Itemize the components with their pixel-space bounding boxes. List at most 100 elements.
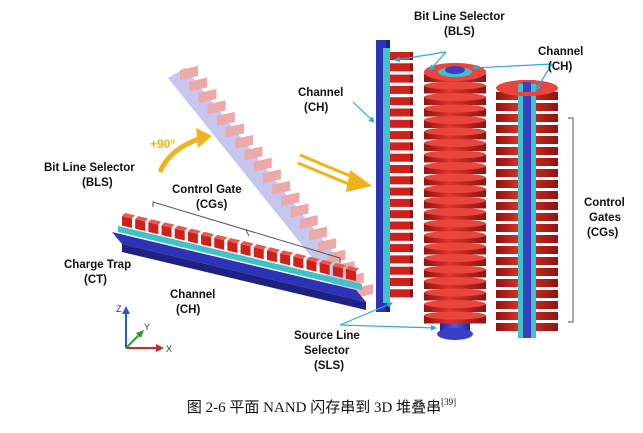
- flat-gate-top: [240, 241, 254, 247]
- vertical-gate-side: [410, 187, 413, 196]
- cylinder-ring-top: [424, 185, 486, 193]
- axis-y-label: Y: [144, 322, 150, 332]
- flat-gate-top: [135, 216, 149, 222]
- figure-caption-ref: [39]: [441, 397, 457, 407]
- cylinder-ring-top: [424, 196, 486, 205]
- cg-bracket-right: [568, 117, 574, 323]
- ghost-gate: [198, 88, 217, 103]
- control-gates-right-label-1: Control: [584, 197, 625, 209]
- flat-gate-top: [122, 213, 135, 219]
- vertical-gate: [388, 119, 412, 128]
- cylinder-bottom-channel: [437, 328, 473, 340]
- cut-cap-channel: [523, 82, 531, 92]
- ghost-gate: [281, 192, 300, 207]
- channel-mid-label-1: Channel: [298, 87, 343, 99]
- planar-nand-string: [112, 213, 366, 310]
- vertical-gate-side: [410, 221, 413, 230]
- cylinder-ring-top: [424, 265, 486, 274]
- cylinder-cap-channel: [445, 66, 465, 74]
- vertical-gate: [388, 165, 412, 173]
- cylinder-ring-top: [424, 127, 486, 136]
- cylinder-ring-top: [424, 104, 486, 113]
- vertical-gate: [388, 289, 412, 298]
- cylinder-ring-top: [424, 162, 486, 170]
- cylinder-ring-top: [424, 242, 486, 251]
- vertical-gate-side: [410, 85, 413, 94]
- control-gate-label-2: (CGs): [196, 199, 227, 211]
- vertical-gate: [388, 278, 412, 286]
- vertical-gate-side: [410, 244, 413, 253]
- vertical-gate-side: [410, 278, 413, 286]
- axis-x-label: X: [166, 344, 172, 354]
- flat-gate: [319, 262, 330, 275]
- flat-gate-top: [253, 244, 267, 250]
- vertical-gate-side: [410, 176, 413, 185]
- vertical-gate-side: [410, 131, 413, 140]
- flat-gate: [148, 222, 159, 235]
- flat-gate-top: [148, 219, 162, 225]
- flat-gate-top: [319, 259, 333, 266]
- control-gates-right-label-3: (CGs): [587, 227, 618, 239]
- flat-gate: [214, 237, 225, 250]
- channel-bottom-label-1: Channel: [170, 289, 215, 301]
- vertical-gate: [388, 85, 412, 94]
- channel-right-label-2: (CH): [548, 61, 572, 73]
- vertical-gate-side: [410, 289, 413, 298]
- flat-gate: [135, 219, 146, 232]
- vertical-gate-side: [410, 255, 413, 264]
- cylindrical-string: [424, 63, 486, 340]
- vertical-gate: [388, 176, 412, 185]
- ghost-gate: [272, 180, 291, 195]
- vertical-gate: [388, 63, 412, 72]
- flat-gate: [187, 231, 198, 244]
- flat-gate-top: [293, 253, 307, 259]
- ghost-gate: [290, 203, 309, 218]
- ghost-gate: [308, 226, 327, 241]
- vertical-gate: [388, 187, 412, 196]
- sls-label-2: Selector: [304, 345, 350, 357]
- ghost-gate: [253, 157, 272, 172]
- vertical-gate-side: [410, 266, 413, 275]
- cylinder-ring-top: [424, 173, 486, 182]
- flat-gate-top: [227, 237, 241, 244]
- vertical-gate-side: [410, 52, 413, 60]
- ghost-gate: [318, 238, 337, 253]
- ghost-gate: [235, 134, 254, 149]
- cylinder-ring-top: [424, 219, 486, 228]
- ghost-gate: [207, 100, 226, 115]
- bls-right-label-1: Bit Line Selector: [414, 11, 505, 23]
- ghost-gate: [299, 215, 318, 230]
- flat-gate: [201, 234, 212, 247]
- ghost-gate: [226, 123, 245, 138]
- transform-arrow: [297, 153, 372, 192]
- vertical-gate-side: [410, 165, 413, 173]
- sls-label-1: Source Line: [294, 330, 360, 342]
- cylinder-ring-top: [424, 277, 486, 285]
- vertical-gate-side: [410, 142, 413, 151]
- vertical-gate: [388, 255, 412, 264]
- flat-gate-top: [201, 231, 215, 238]
- vertical-gate-side: [410, 97, 413, 106]
- ghost-gate: [262, 169, 281, 184]
- ghost-gate: [216, 111, 235, 126]
- cut-cylinder-string: [496, 80, 558, 338]
- control-gate-label-1: Control Gate: [172, 184, 242, 196]
- sls-label-3: (SLS): [314, 360, 344, 372]
- vertical-gate-side: [410, 108, 413, 117]
- vertical-gate-side: [410, 153, 413, 162]
- charge-trap-label-1: Charge Trap: [64, 259, 131, 271]
- flat-gate: [266, 250, 277, 263]
- cylinder-ring-top: [424, 231, 486, 239]
- vertical-gate-side: [410, 63, 413, 72]
- vertical-gate: [388, 74, 412, 83]
- vertical-gate: [388, 52, 412, 60]
- channel-mid-label-2: (CH): [304, 102, 328, 114]
- flat-gate: [122, 216, 132, 228]
- vertical-gate: [388, 198, 412, 207]
- rotate-arrow: [157, 128, 212, 174]
- charge-trap-label-2: (CT): [84, 274, 107, 286]
- cylinder-ring-top: [424, 93, 486, 101]
- flat-gate-top: [214, 234, 228, 241]
- flat-gate-top: [161, 222, 175, 228]
- vertical-gate: [388, 153, 412, 162]
